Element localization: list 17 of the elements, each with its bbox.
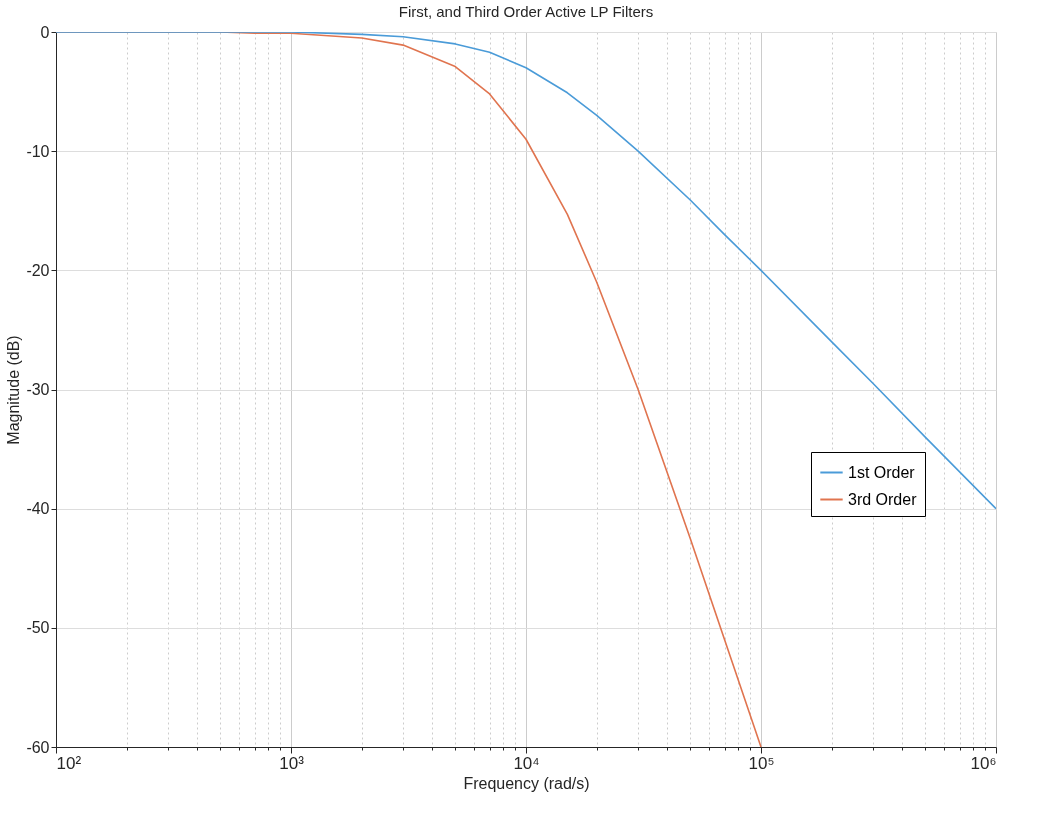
legend-label: 3rd Order (848, 490, 918, 508)
y-tick-label: -30 (26, 381, 50, 398)
y-tick-label: 0 (40, 23, 50, 41)
x-tick-label: 10⁵ (748, 753, 775, 773)
y-tick-label: -10 (26, 142, 50, 160)
x-tick-label: 10³ (279, 753, 305, 773)
y-axis-title: Magnitude (dB) (5, 335, 23, 445)
y-tick-label: -20 (26, 261, 50, 279)
y-tick-label: -40 (26, 500, 50, 518)
x-axis-title: Frequency (rad/s) (463, 774, 590, 792)
y-tick-label: -60 (26, 738, 50, 756)
x-tick-label: 10² (56, 753, 82, 773)
chart-title: First, and Third Order Active LP Filters (398, 3, 654, 20)
x-tick-label: 10⁶ (970, 753, 997, 773)
legend-label: 1st Order (848, 463, 916, 481)
y-tick-label: -50 (26, 619, 50, 637)
x-tick-label: 10⁴ (513, 753, 540, 773)
